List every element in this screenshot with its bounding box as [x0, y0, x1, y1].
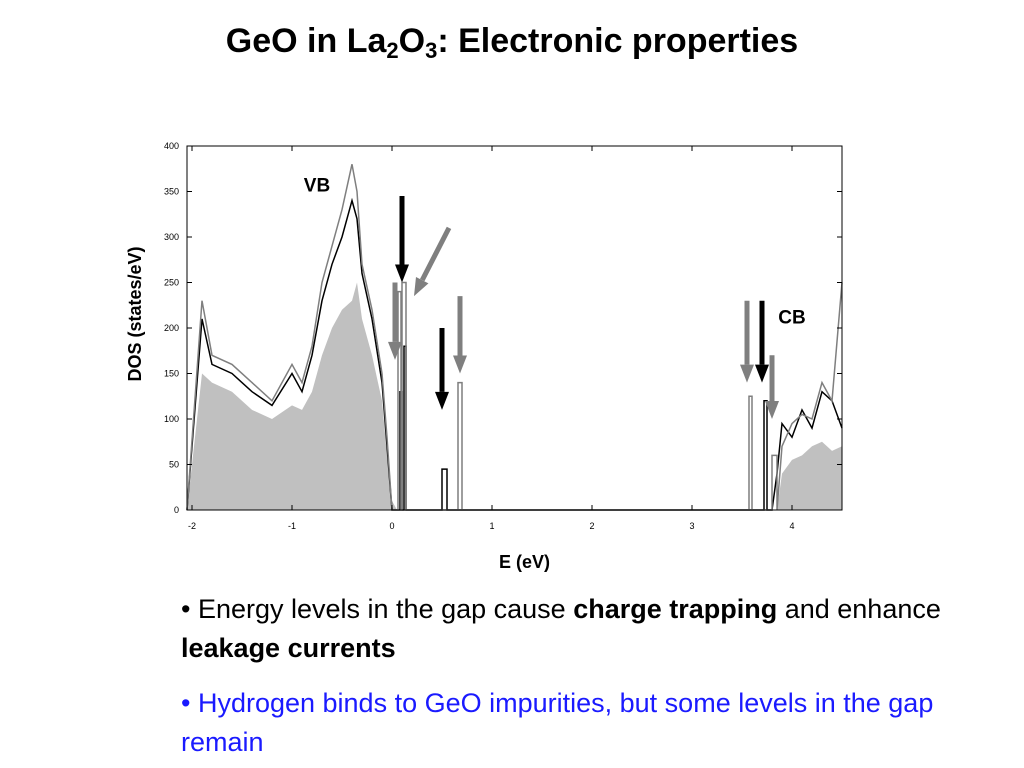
dos-chart: -2 -1 0 1 2 3 4 0 50 100 150 200 250 300 350 400 VB CB E … [125, 141, 843, 572]
bullet-marker: • [181, 688, 191, 718]
y-tick-label: 0 [174, 505, 179, 515]
level-arrow-head [395, 264, 409, 283]
level-arrow-head [414, 276, 429, 297]
slide-title: GeO in La2O3: Electronic properties [0, 22, 1024, 64]
y-axis-label: DOS (states/eV) [125, 246, 145, 381]
x-tick-label: 4 [789, 521, 794, 531]
title-subscript: 2 [386, 38, 399, 63]
bullet-marker: • [181, 594, 191, 624]
plot-area: -2 -1 0 1 2 3 4 0 50 100 150 200 250 300 350 400 VB CB [164, 141, 843, 531]
title-text: GeO in La [225, 22, 387, 60]
y-tick-label: 250 [164, 278, 179, 288]
x-tick-label: -2 [188, 521, 196, 531]
bullet-emphasis: charge trapping [573, 594, 778, 624]
title-text: O [398, 22, 426, 60]
x-tick-label: 3 [689, 521, 694, 531]
title-text: : Electronic properties [437, 22, 799, 60]
title-subscript: 3 [425, 38, 438, 63]
band-label: CB [778, 307, 805, 328]
bullet-text: and enhance [777, 594, 941, 624]
bullet-text: Energy levels in the gap cause [190, 594, 574, 624]
x-tick-label: -1 [288, 521, 296, 531]
bullet-point-1: • Energy levels in the gap cause charge … [181, 590, 961, 668]
y-tick-label: 200 [164, 323, 179, 333]
level-arrow-shaft [419, 226, 452, 282]
x-tick-label: 2 [589, 521, 594, 531]
x-tick-label: 0 [389, 521, 394, 531]
x-tick-label: 1 [489, 521, 494, 531]
level-arrow-head [740, 364, 754, 383]
dos-filled-area [187, 282, 397, 510]
y-tick-label: 100 [164, 414, 179, 424]
dos-filled-area [777, 441, 842, 510]
y-tick-label: 300 [164, 232, 179, 242]
level-arrow-head [435, 391, 449, 410]
band-label: VB [304, 176, 330, 197]
y-tick-label: 400 [164, 141, 179, 151]
level-arrow-head [388, 341, 402, 360]
level-arrow-head [755, 364, 769, 383]
bullet-emphasis: leakage currents [181, 633, 396, 663]
y-tick-label: 150 [164, 369, 179, 379]
y-tick-label: 50 [169, 460, 179, 470]
level-arrow-head [453, 355, 467, 374]
y-tick-label: 350 [164, 187, 179, 197]
bullet-point-2: • Hydrogen binds to GeO impurities, but … [181, 684, 961, 762]
level-arrow-head [765, 401, 779, 419]
bullet-text: Hydrogen binds to GeO impurities, but so… [181, 688, 934, 757]
x-axis-label: E (eV) [499, 552, 550, 572]
